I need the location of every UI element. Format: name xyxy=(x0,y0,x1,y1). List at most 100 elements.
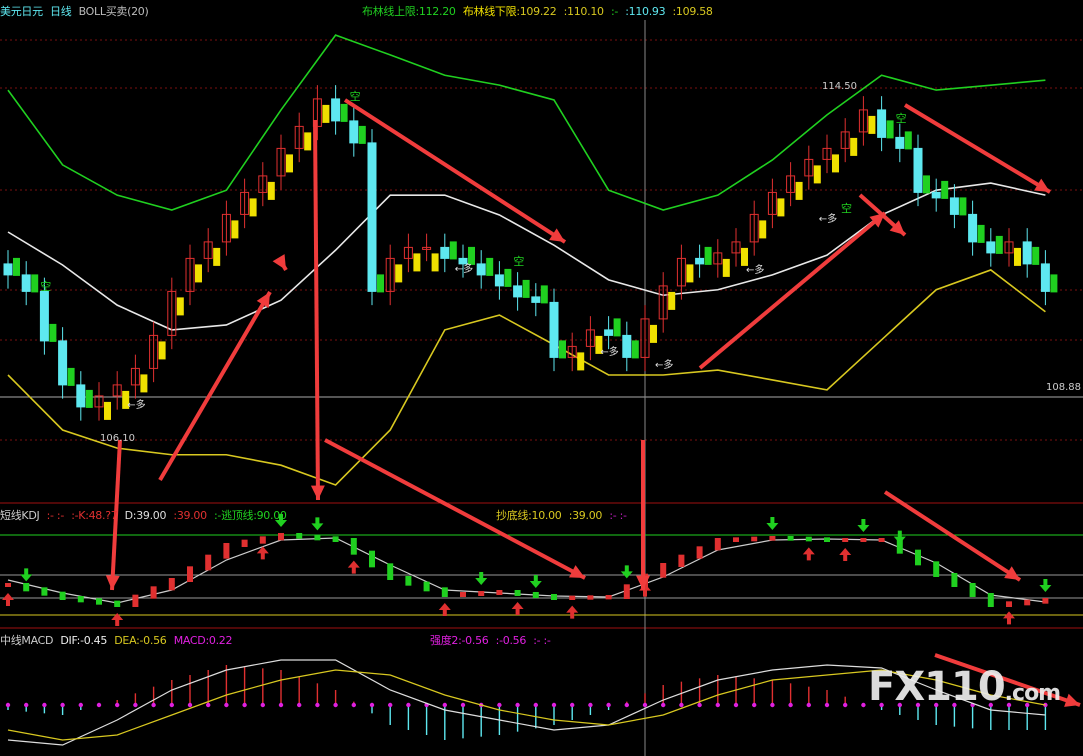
kdj-k-segment xyxy=(1042,598,1049,604)
sell-signal-block xyxy=(31,274,39,293)
candle-body xyxy=(968,213,978,243)
sell-signal-block xyxy=(941,180,949,199)
annotation-arrow xyxy=(698,211,887,370)
zero-line-dot xyxy=(78,702,84,708)
buy-arrow-icon xyxy=(2,593,14,606)
kdj-k-segment xyxy=(23,583,30,592)
buy-signal-block xyxy=(741,247,748,266)
buy-signal-block xyxy=(249,198,257,217)
zero-line-dot xyxy=(369,702,375,708)
buy-signal-block xyxy=(431,253,439,272)
buy-signal-block xyxy=(395,264,403,283)
candle-body xyxy=(440,246,450,259)
annotation-arrow xyxy=(903,103,1052,194)
candle-body xyxy=(149,334,159,369)
candle-body xyxy=(167,290,177,336)
kdj-k-segment xyxy=(878,538,885,542)
macd-strength2: :-0.56 xyxy=(495,634,527,647)
buy-signal-block xyxy=(832,154,839,173)
candle-body xyxy=(604,329,614,336)
kdj-d: D:39.00 xyxy=(124,509,167,522)
kdj-k-segment xyxy=(5,583,11,587)
sell-signal-block xyxy=(340,103,348,122)
sell-signal-block xyxy=(85,389,93,408)
candle-body xyxy=(385,257,395,292)
buy-signal-block xyxy=(158,341,166,360)
kdj-k-segment xyxy=(369,550,375,568)
watermark-main: FX110 xyxy=(868,664,1006,710)
buy-arrow-icon xyxy=(438,603,451,616)
sell-signal-block xyxy=(358,125,366,144)
sell-signal-block xyxy=(704,246,712,265)
kdj-k-segment xyxy=(987,593,994,607)
zero-line-dot xyxy=(169,702,174,708)
zero-line-dot xyxy=(278,702,284,708)
sell-signal-block xyxy=(540,285,548,304)
kdj-k-segment xyxy=(551,594,557,600)
macd-strength: 强度2:-0.56 xyxy=(430,634,489,647)
candle-body xyxy=(640,318,650,358)
candle-body xyxy=(240,191,250,215)
zero-line-dot xyxy=(879,702,884,708)
sell-signal-block xyxy=(522,279,530,298)
kdj-k-segment xyxy=(132,594,139,607)
zero-line-dot xyxy=(206,702,211,708)
candle-body xyxy=(749,213,759,243)
candle-body xyxy=(767,191,777,215)
period-label[interactable]: 日线 xyxy=(50,5,72,18)
long-signal-label: ←多 xyxy=(600,345,618,358)
candle-body xyxy=(403,246,413,259)
buy-signal-block xyxy=(813,165,821,184)
buy-arrow-icon xyxy=(256,546,269,560)
kdj-k-segment xyxy=(1024,599,1031,606)
annotation-arrow xyxy=(313,119,320,501)
buy-arrow-icon xyxy=(347,560,360,574)
kdj-header: 短线KDJ :- :- :-K:48.?7 D:39.00 :39.00 :-逃… xyxy=(0,507,291,523)
kdj-k-segment xyxy=(969,583,976,597)
sell-signal-block xyxy=(1050,274,1058,293)
zero-line-dot xyxy=(42,702,47,708)
zero-line-dot xyxy=(497,702,502,708)
zero-line-dot xyxy=(733,702,739,708)
sell-signal-block xyxy=(904,131,912,150)
annotation-arrow xyxy=(158,290,272,482)
kdj-k: :-K:48.?7 xyxy=(71,509,118,522)
buy-signal-block xyxy=(795,181,803,200)
annotation-arrow-head xyxy=(310,485,325,500)
candle-body xyxy=(276,147,286,177)
value-1: :110.10 xyxy=(563,5,604,18)
zero-line-dot xyxy=(661,702,666,708)
zero-line-dot xyxy=(752,702,757,708)
macd-dif: DIF:-0.45 xyxy=(60,634,108,647)
candle-body xyxy=(494,274,504,287)
sell-arrow-icon xyxy=(311,517,324,531)
buy-signal-block xyxy=(304,132,312,151)
sell-signal-block xyxy=(959,197,967,216)
kdj-k-segment xyxy=(623,584,630,599)
zero-line-dot xyxy=(952,702,957,708)
kdj-k-segment xyxy=(387,563,394,580)
value-2: :110.93 xyxy=(625,5,666,18)
candle-body xyxy=(822,147,832,160)
sell-arrow-icon xyxy=(620,565,633,579)
zero-line-dot xyxy=(588,702,593,708)
buy-arrow-icon xyxy=(511,602,524,615)
symbol-label[interactable]: 美元日元 xyxy=(0,5,43,18)
kdj-k-segment xyxy=(532,592,539,598)
kdj-k-segment xyxy=(1006,601,1012,607)
zero-line-dot xyxy=(1025,702,1030,708)
candle-body xyxy=(986,241,996,254)
buy-arrow-icon xyxy=(839,548,852,561)
boll-lower-line xyxy=(7,269,1046,486)
indicator-label: BOLL买卖(20) xyxy=(78,5,149,18)
buy-signal-block xyxy=(176,297,184,316)
candle-body xyxy=(258,175,268,193)
buy-signal-block xyxy=(322,104,330,123)
zero-line-dot xyxy=(934,702,939,708)
kdj-k-segment xyxy=(514,590,521,596)
sell-signal-block xyxy=(13,257,20,276)
zero-line-dot xyxy=(406,702,411,708)
sell-arrow-icon xyxy=(275,514,287,527)
buy-signal-block xyxy=(195,264,202,283)
